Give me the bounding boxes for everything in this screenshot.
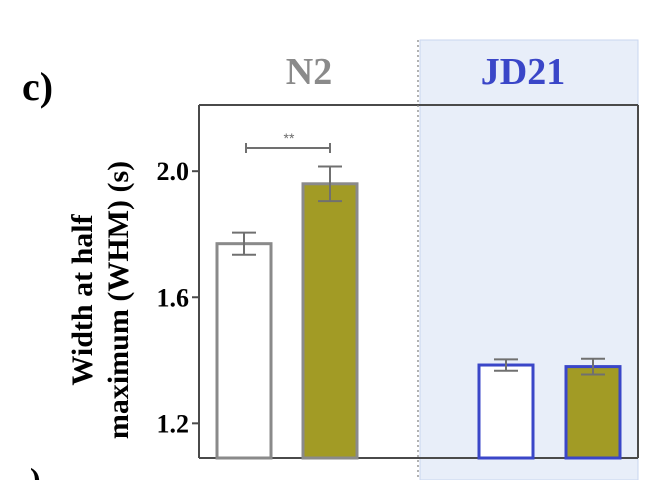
next-panel-label-fragment: ) (30, 461, 41, 480)
y-ticks: 2.0 1.6 1.2 (157, 157, 199, 438)
y-tick-label: 1.2 (157, 409, 190, 438)
y-tick-label: 2.0 (157, 157, 190, 186)
significance-bracket: ** (245, 130, 331, 153)
significance-stars: ** (284, 130, 295, 146)
y-axis-label-line-1: Width at half (66, 213, 99, 385)
bar-n2-white (215, 242, 273, 460)
bars (215, 165, 622, 460)
bar-n2-olive (301, 182, 359, 460)
y-axis-label-line-2: maximum (WHM) (s) (102, 161, 135, 439)
panel-label: c) (22, 64, 53, 109)
group-label-jd21: JD21 (481, 51, 565, 93)
bar-jd21-white (477, 363, 535, 460)
group-label-n2: N2 (286, 51, 332, 93)
bar-jd21-olive (564, 365, 622, 460)
y-tick-label: 1.6 (157, 283, 190, 312)
